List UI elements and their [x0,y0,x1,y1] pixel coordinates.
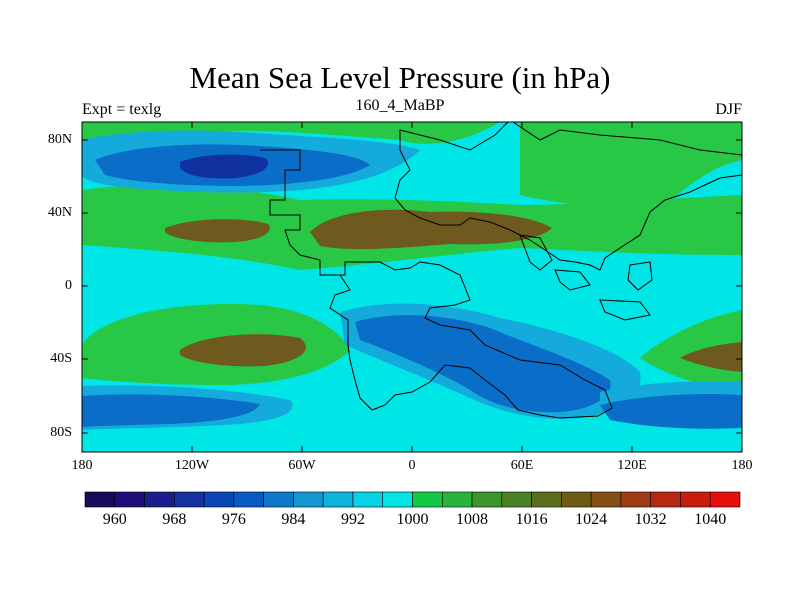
x-tick-label-60w: 60W [288,458,316,473]
season-label: DJF [715,101,742,118]
colorbar-swatch [233,491,264,508]
x-tick-label-180e: 180 [731,458,753,473]
x-tick-label-60e: 60E [510,458,534,473]
colorbar-swatch [620,491,651,508]
colorbar-swatch [114,491,145,508]
pressure-high-cell-atlantic [310,209,552,250]
colorbar-swatch [501,491,532,508]
colorbar-label: 1040 [694,511,727,528]
colorbar [84,491,741,508]
colorbar-swatch [352,491,384,508]
period-label: 160_4_MaBP [355,97,445,114]
colorbar-swatch [471,491,503,508]
colorbar-label: 992 [340,511,365,528]
colorbar-swatch [709,491,741,508]
x-tick-label-120w: 120W [174,458,210,473]
colorbar-swatch [680,491,711,508]
colorbar-label: 976 [221,511,246,528]
pressure-low-north-deep [180,154,269,179]
x-tick-label-180w: 180 [71,458,93,473]
coastline-outline [260,122,742,419]
y-tick-label-0: 0 [65,278,72,293]
colorbar-label: 1024 [575,511,608,528]
pressure-low-continent-deep [355,315,611,413]
colorbar-swatch [650,491,681,508]
y-tick-label-80n: 80N [47,132,72,147]
colorbar-swatch [293,491,324,508]
colorbar-swatch [412,491,443,508]
experiment-label: Expt = texlg [82,101,162,118]
x-tick-label-120e: 120E [617,458,647,473]
pressure-high-northwest [82,122,500,150]
colorbar-swatch [322,491,354,508]
colorbar-swatch [174,491,205,508]
colorbar-swatch [531,491,562,508]
colorbar-swatch [382,491,413,508]
y-tick-label-80s: 80S [50,425,72,440]
colorbar-swatch [441,491,473,508]
colorbar-label: 1000 [396,511,429,528]
pressure-low-south-deep [82,394,260,427]
contour-field [82,122,742,452]
pressure-high-cell-pacific [165,219,270,243]
colorbar-label: 1032 [634,511,667,528]
pressure-high-cell-south-pacific [180,334,306,367]
colorbar-label: 984 [281,511,306,528]
colorbar-swatch [144,491,175,508]
map-title: Mean Sea Level Pressure (in hPa) [189,60,611,95]
colorbar-swatch [263,491,294,508]
colorbar-swatch [203,491,235,508]
colorbar-label: 1016 [515,511,548,528]
colorbar-swatch [590,491,622,508]
colorbar-swatch [84,491,116,508]
y-tick-label-40s: 40S [50,351,72,366]
pressure-low-east-outer [600,381,742,405]
x-tick-label-0: 0 [408,458,416,473]
pressure-high-band-south-east [640,310,742,392]
colorbar-label: 968 [162,511,187,528]
colorbar-label: 960 [102,511,127,528]
y-tick-label-40n: 40N [47,205,72,220]
pressure-high-arctic [520,122,742,207]
pressure-low-east-band [600,393,742,429]
colorbar-swatch [561,491,592,508]
colorbar-label: 1008 [456,511,489,528]
pressure-high-cell-south-indian [680,342,742,372]
axis-ticks [82,122,742,452]
